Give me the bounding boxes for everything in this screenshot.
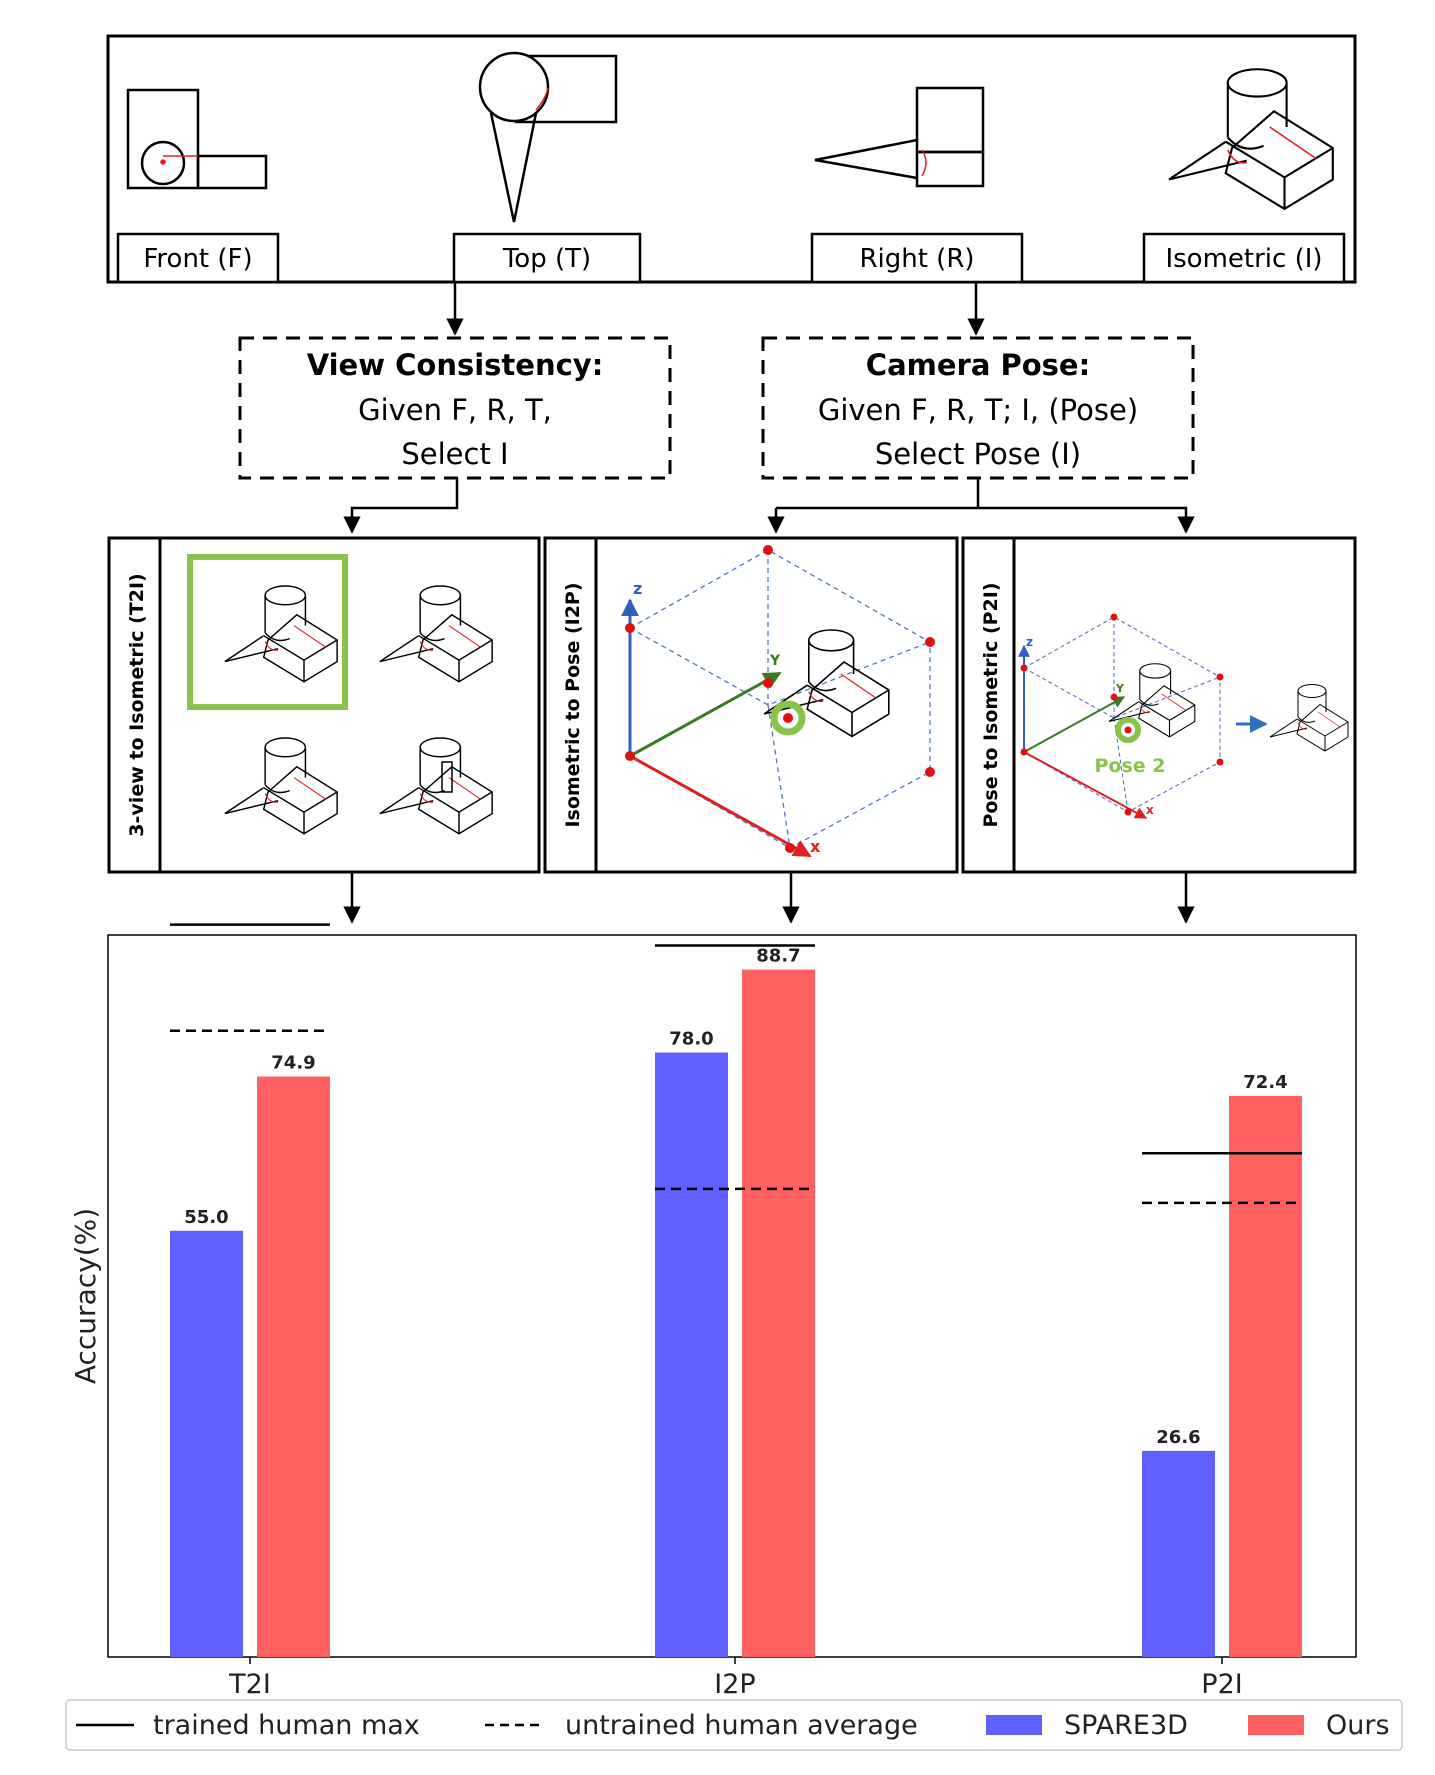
camera-pose-title: Camera Pose: — [866, 348, 1090, 382]
right-view-drawing — [814, 86, 985, 188]
bar-label-ours-t2i: 74.9 — [271, 1053, 315, 1074]
p2i-cube — [1023, 616, 1221, 813]
right-label-box: Right (R) — [810, 232, 1024, 284]
t2i-option-4 — [379, 737, 493, 835]
legend-ours-swatch — [1248, 1715, 1304, 1735]
t2i-option-3 — [224, 737, 338, 835]
i2p-cube — [629, 549, 931, 849]
bar-label-spare3d-p2i: 26.6 — [1156, 1427, 1200, 1448]
legend-untrained-human-average: untrained human average — [565, 1710, 918, 1741]
pose-2-label: Pose 2 — [1094, 755, 1165, 777]
t2i-panel: 3-view to Isometric (T2I) — [107, 536, 541, 874]
x-tick-labels: T2I I2P P2I — [228, 1657, 1243, 1700]
p2i-result-object — [1269, 684, 1349, 752]
y-axis-label: Accuracy(%) — [69, 1208, 102, 1384]
bar-label-spare3d-t2i: 55.0 — [184, 1207, 228, 1228]
bar-label-ours-i2p: 88.7 — [756, 946, 800, 967]
views-panel: Front (F) Top (T) Right (R) Isometric (I… — [106, 34, 1357, 284]
connector-t2i — [343, 478, 459, 534]
camera-pose-line1: Given F, R, T; I, (Pose) — [818, 393, 1138, 427]
x-tick-label-t2i: T2I — [228, 1669, 271, 1700]
top-label-box: Top (T) — [452, 232, 642, 284]
plot-area — [107, 934, 1357, 1658]
i2p-pose-dots — [625, 545, 935, 853]
p2i-pose-dots — [1020, 613, 1224, 816]
bar-ours-i2p — [742, 969, 815, 1657]
view-consistency-line1: Given F, R, T, — [358, 393, 552, 427]
p2i-panel-label: Pose to Isometric (P2I) — [980, 582, 1002, 827]
p2i-axis-y: Y — [1115, 682, 1125, 695]
front-label: Front (F) — [143, 244, 252, 274]
camera-pose-line2: Select Pose (I) — [875, 437, 1081, 471]
bar-value-labels: 55.0 74.9 78.0 88.7 26.6 72.4 — [184, 946, 1287, 1448]
connector-p2i — [776, 506, 1195, 534]
bar-ours-p2i — [1229, 1095, 1302, 1657]
t2i-option-2 — [379, 585, 493, 683]
top-view-drawing — [478, 51, 618, 223]
legend: trained human max untrained human averag… — [65, 1699, 1403, 1751]
legend-spare3d-swatch — [986, 1715, 1042, 1735]
p2i-panel: Pose to Isometric (P2I) z x Y Pose 2 — [961, 536, 1357, 874]
bar-label-ours-p2i: 72.4 — [1243, 1072, 1287, 1093]
isometric-label: Isometric (I) — [1165, 244, 1322, 274]
isometric-label-box: Isometric (I) — [1142, 232, 1346, 284]
legend-trained-human-max: trained human max — [153, 1710, 420, 1741]
accuracy-chart: Accuracy(%) 55.0 74.9 78.0 88.7 26.6 72.4 T2I… — [69, 923, 1357, 1700]
bar-spare3d-p2i — [1142, 1450, 1215, 1657]
x-tick-label-i2p: I2P — [714, 1669, 755, 1700]
front-view-drawing — [126, 88, 268, 190]
view-consistency-box: View Consistency: Given F, R, T, Select … — [238, 336, 672, 480]
pose-2-marker — [1115, 717, 1141, 743]
i2p-panel-label: Isometric to Pose (I2P) — [562, 582, 584, 827]
bar-spare3d-t2i — [170, 1230, 243, 1657]
bars-layer — [170, 969, 1302, 1657]
i2p-object — [763, 629, 890, 738]
x-tick-label-p2i: P2I — [1201, 1669, 1242, 1700]
pose-marker — [770, 700, 806, 736]
front-label-box: Front (F) — [116, 232, 280, 284]
p2i-axis-x: x — [1146, 803, 1154, 817]
reference-lines-layer — [170, 923, 1302, 1205]
i2p-axis-x: x — [810, 837, 821, 856]
t2i-option-1 — [224, 585, 338, 683]
legend-ours: Ours — [1326, 1710, 1390, 1741]
top-label: Top (T) — [502, 244, 591, 274]
view-consistency-line2: Select I — [401, 437, 508, 471]
bar-spare3d-i2p — [655, 1052, 728, 1657]
correct-answer-highlight — [187, 554, 348, 710]
t2i-panel-label: 3-view to Isometric (T2I) — [126, 573, 148, 836]
bar-ours-t2i — [257, 1076, 330, 1657]
view-consistency-title: View Consistency: — [307, 348, 604, 382]
legend-spare3d: SPARE3D — [1064, 1710, 1188, 1741]
i2p-axis-y: Y — [769, 653, 781, 669]
camera-pose-box: Camera Pose: Given F, R, T; I, (Pose) Se… — [761, 336, 1195, 480]
i2p-panel: Isometric to Pose (I2P) z x Y — [543, 536, 959, 874]
bar-label-spare3d-i2p: 78.0 — [669, 1029, 713, 1050]
i2p-axis-z: z — [633, 579, 642, 598]
p2i-axis-z: z — [1026, 635, 1033, 649]
isometric-view-drawing — [1167, 68, 1334, 210]
right-label: Right (R) — [859, 244, 974, 274]
